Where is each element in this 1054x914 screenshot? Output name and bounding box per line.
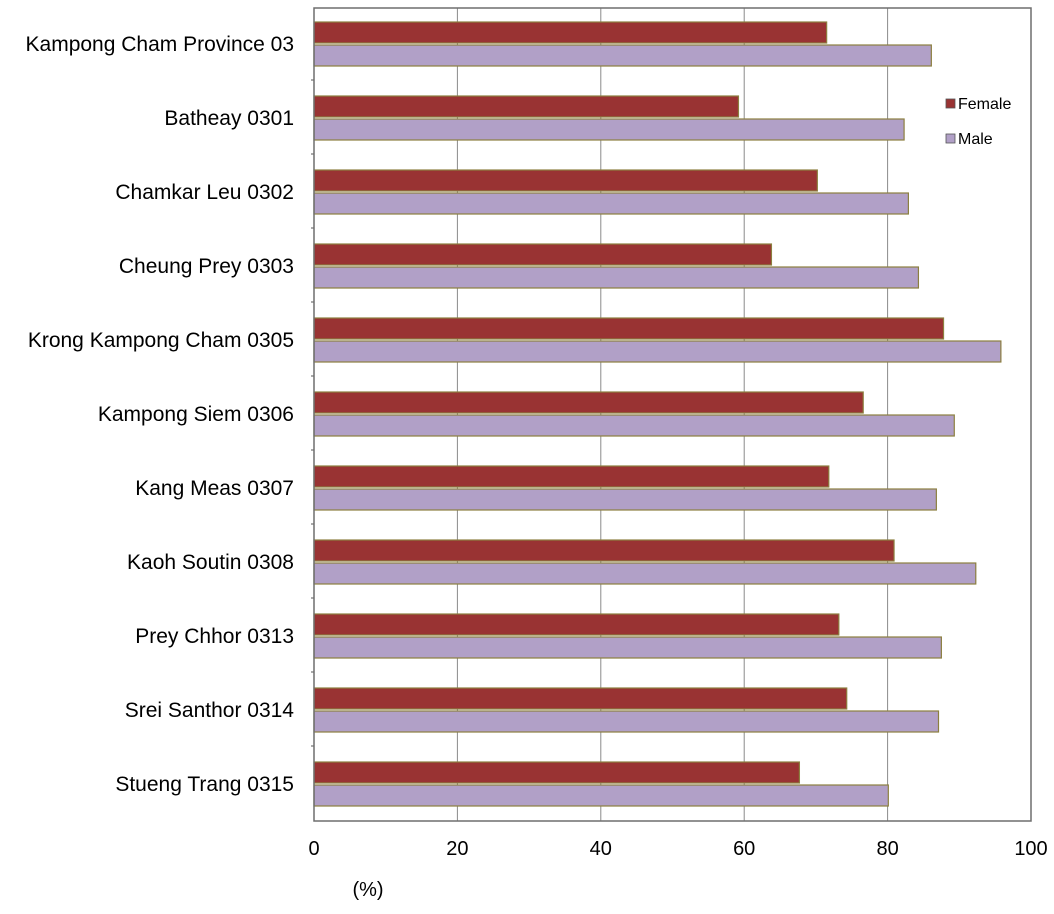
bar-male-7 — [313, 488, 937, 511]
bar-female-5 — [313, 317, 945, 340]
bar-female-6 — [313, 391, 864, 414]
plot-frame — [311, 7, 1032, 822]
x-tick-label-100: 100 — [1014, 838, 1047, 860]
x-tick-label-80: 80 — [876, 838, 898, 860]
category-label: Srei Santhor 0314 — [125, 699, 295, 722]
bar-female-8 — [313, 539, 895, 562]
category-label: Prey Chhor 0313 — [135, 625, 294, 648]
bar-male-4 — [313, 266, 920, 289]
bar-female-3 — [313, 169, 818, 192]
bar-male-8 — [313, 562, 977, 585]
legend: Female Male — [945, 96, 1011, 148]
bar-female-11 — [313, 761, 801, 784]
bar-male-5 — [313, 340, 1002, 363]
legend-label-female: Female — [958, 96, 1011, 113]
legend-swatch-female — [945, 98, 956, 109]
x-tick-label-20: 20 — [446, 838, 468, 860]
bar-female-2 — [313, 95, 740, 118]
category-label: Krong Kampong Cham 0305 — [28, 329, 294, 352]
bar-male-6 — [313, 414, 955, 437]
bar-female-4 — [313, 243, 773, 266]
bars — [313, 21, 1002, 807]
category-label: Stueng Trang 0315 — [115, 773, 294, 796]
bar-male-10 — [313, 710, 940, 733]
category-label: Chamkar Leu 0302 — [115, 181, 294, 204]
category-label: Kang Meas 0307 — [135, 477, 294, 500]
bar-male-3 — [313, 192, 909, 215]
legend-label-male: Male — [958, 131, 993, 148]
bar-male-9 — [313, 636, 942, 659]
category-label: Batheay 0301 — [164, 107, 294, 130]
category-label: Cheung Prey 0303 — [119, 255, 294, 278]
bar-male-2 — [313, 118, 905, 141]
category-label: Kaoh Soutin 0308 — [127, 551, 294, 574]
x-tick-label-60: 60 — [733, 838, 755, 860]
x-axis-unit-label: (%) — [352, 879, 383, 901]
category-label: Kampong Siem 0306 — [98, 403, 294, 426]
x-tick-label-40: 40 — [590, 838, 612, 860]
legend-swatch-male — [945, 133, 956, 144]
bar-female-1 — [313, 21, 828, 44]
bar-male-1 — [313, 44, 932, 67]
bar-female-7 — [313, 465, 830, 488]
category-labels: Kampong Cham Province 03 Batheay 0301 Cham… — [26, 33, 295, 796]
x-tick-label-0: 0 — [308, 838, 319, 860]
bar-female-10 — [313, 687, 848, 710]
category-label: Kampong Cham Province 03 — [26, 33, 294, 56]
bar-female-9 — [313, 613, 840, 636]
x-tick-labels: 0 20 40 60 80 100 — [308, 838, 1047, 860]
plot-area-border — [313, 7, 1032, 822]
bar-male-11 — [313, 784, 889, 807]
